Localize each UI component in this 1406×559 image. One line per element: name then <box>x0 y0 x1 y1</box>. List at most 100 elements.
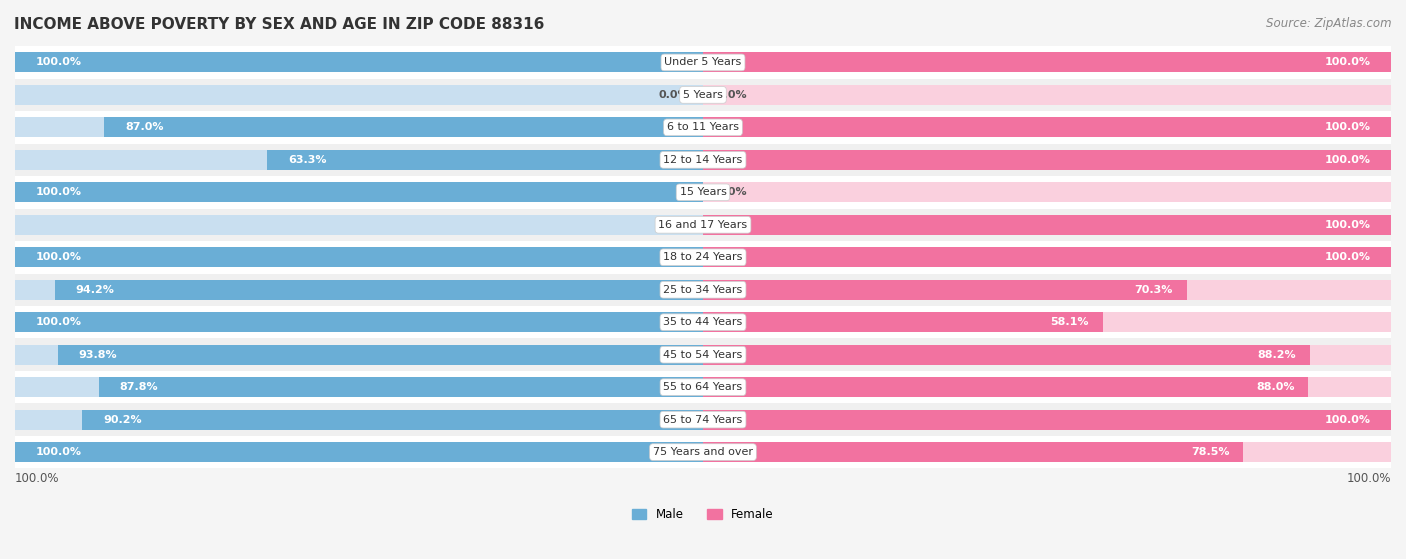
Bar <box>15 53 703 73</box>
Bar <box>15 144 1391 176</box>
Text: 5 Years: 5 Years <box>683 90 723 100</box>
Bar <box>15 247 703 267</box>
Bar <box>15 176 1391 209</box>
Bar <box>15 306 1391 338</box>
Text: 90.2%: 90.2% <box>103 415 142 425</box>
Text: 100.0%: 100.0% <box>35 187 82 197</box>
Text: 100.0%: 100.0% <box>1324 155 1371 165</box>
Bar <box>15 150 703 170</box>
Text: 87.8%: 87.8% <box>120 382 159 392</box>
Text: 35 to 44 Years: 35 to 44 Years <box>664 317 742 327</box>
Bar <box>15 111 1391 144</box>
Bar <box>15 377 703 397</box>
Bar <box>703 344 1391 365</box>
Text: Source: ZipAtlas.com: Source: ZipAtlas.com <box>1267 17 1392 30</box>
Text: 58.1%: 58.1% <box>1050 317 1090 327</box>
Text: 100.0%: 100.0% <box>35 317 82 327</box>
Bar <box>15 182 703 202</box>
Bar <box>267 150 703 170</box>
Text: 18 to 24 Years: 18 to 24 Years <box>664 252 742 262</box>
Text: 16 and 17 Years: 16 and 17 Years <box>658 220 748 230</box>
Bar <box>58 344 703 365</box>
Bar <box>15 280 703 300</box>
Text: 100.0%: 100.0% <box>1324 415 1371 425</box>
Bar <box>703 215 1391 235</box>
Bar <box>15 79 1391 111</box>
Bar <box>703 344 1310 365</box>
Bar <box>55 280 703 300</box>
Bar <box>15 85 703 105</box>
Bar <box>703 280 1391 300</box>
Text: 25 to 34 Years: 25 to 34 Years <box>664 285 742 295</box>
Text: 0.0%: 0.0% <box>717 187 748 197</box>
Text: 0.0%: 0.0% <box>658 90 689 100</box>
Text: 100.0%: 100.0% <box>1324 122 1371 132</box>
Text: 65 to 74 Years: 65 to 74 Years <box>664 415 742 425</box>
Text: 100.0%: 100.0% <box>1347 472 1391 485</box>
Bar <box>703 410 1391 430</box>
Bar <box>15 247 703 267</box>
Text: 55 to 64 Years: 55 to 64 Years <box>664 382 742 392</box>
Text: 63.3%: 63.3% <box>288 155 326 165</box>
Bar <box>703 377 1391 397</box>
Bar <box>98 377 703 397</box>
Text: 100.0%: 100.0% <box>15 472 59 485</box>
Text: 70.3%: 70.3% <box>1135 285 1173 295</box>
Text: 88.2%: 88.2% <box>1257 350 1296 359</box>
Legend: Male, Female: Male, Female <box>633 508 773 522</box>
Text: 88.0%: 88.0% <box>1256 382 1295 392</box>
Bar <box>703 53 1391 73</box>
Bar <box>15 410 703 430</box>
Text: 0.0%: 0.0% <box>658 220 689 230</box>
Bar <box>104 117 703 138</box>
Bar <box>703 247 1391 267</box>
Text: 15 Years: 15 Years <box>679 187 727 197</box>
Text: 100.0%: 100.0% <box>1324 252 1371 262</box>
Text: 100.0%: 100.0% <box>35 447 82 457</box>
Text: 78.5%: 78.5% <box>1191 447 1229 457</box>
Bar <box>15 215 703 235</box>
Bar <box>15 338 1391 371</box>
Bar <box>703 442 1391 462</box>
Text: 87.0%: 87.0% <box>125 122 163 132</box>
Bar <box>15 312 703 332</box>
Bar <box>15 442 703 462</box>
Bar <box>703 150 1391 170</box>
Bar <box>703 117 1391 138</box>
Bar <box>15 404 1391 436</box>
Bar <box>703 442 1243 462</box>
Bar <box>703 117 1391 138</box>
Bar <box>15 117 703 138</box>
Text: 75 Years and over: 75 Years and over <box>652 447 754 457</box>
Bar <box>703 150 1391 170</box>
Text: 100.0%: 100.0% <box>1324 58 1371 68</box>
Bar <box>15 182 703 202</box>
Bar <box>703 377 1309 397</box>
Bar <box>15 241 1391 273</box>
Bar <box>15 53 703 73</box>
Bar <box>15 442 703 462</box>
Text: INCOME ABOVE POVERTY BY SEX AND AGE IN ZIP CODE 88316: INCOME ABOVE POVERTY BY SEX AND AGE IN Z… <box>14 17 544 32</box>
Bar <box>703 247 1391 267</box>
Bar <box>703 410 1391 430</box>
Bar <box>15 312 703 332</box>
Text: 45 to 54 Years: 45 to 54 Years <box>664 350 742 359</box>
Text: 94.2%: 94.2% <box>76 285 114 295</box>
Text: Under 5 Years: Under 5 Years <box>665 58 741 68</box>
Text: 6 to 11 Years: 6 to 11 Years <box>666 122 740 132</box>
Bar <box>15 371 1391 404</box>
Bar <box>703 53 1391 73</box>
Bar <box>15 209 1391 241</box>
Text: 0.0%: 0.0% <box>717 90 748 100</box>
Bar <box>15 344 703 365</box>
Bar <box>703 215 1391 235</box>
Bar <box>703 312 1102 332</box>
Bar <box>703 312 1391 332</box>
Bar <box>15 273 1391 306</box>
Text: 100.0%: 100.0% <box>35 58 82 68</box>
Text: 12 to 14 Years: 12 to 14 Years <box>664 155 742 165</box>
Text: 100.0%: 100.0% <box>1324 220 1371 230</box>
Text: 93.8%: 93.8% <box>79 350 117 359</box>
Bar <box>83 410 703 430</box>
Bar <box>15 436 1391 468</box>
